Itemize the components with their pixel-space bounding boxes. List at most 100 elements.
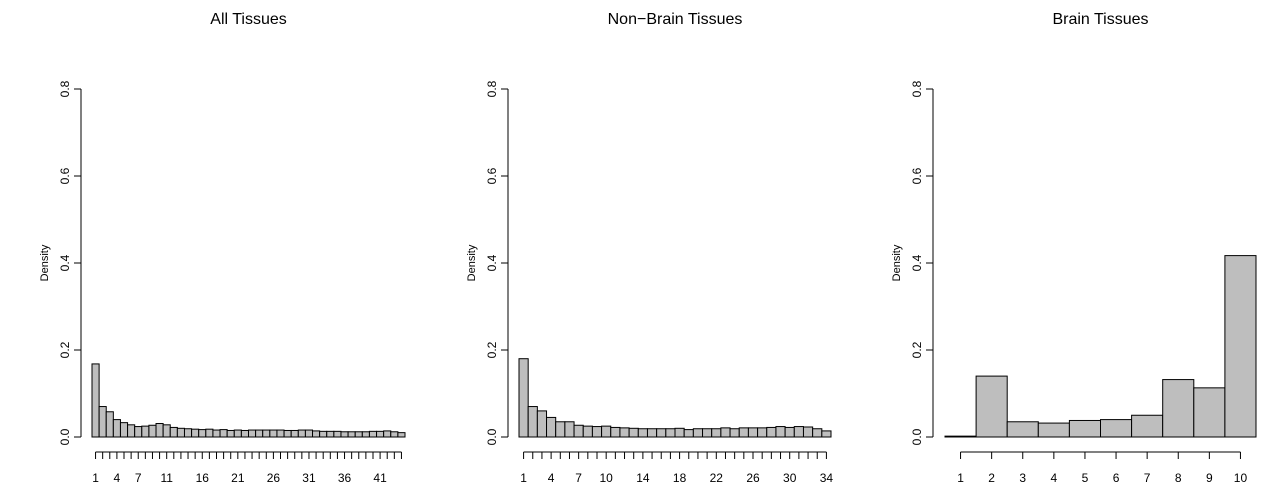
bar (390, 431, 399, 438)
bar (361, 431, 370, 438)
bar (112, 419, 121, 438)
x-tick-label: 16 (196, 471, 210, 485)
bar (628, 427, 639, 438)
bar (1224, 255, 1257, 438)
x-tick-label: 6 (1113, 471, 1120, 485)
bar (155, 423, 164, 438)
bar (536, 410, 548, 438)
chart-title: Brain Tissues (1052, 11, 1148, 28)
bar (312, 430, 321, 438)
bar (105, 411, 114, 438)
y-tick-label: 0.8 (485, 80, 499, 97)
y-tick-label: 0.4 (910, 254, 924, 271)
bar (975, 375, 1008, 438)
bar (527, 406, 538, 438)
bar (169, 426, 178, 438)
bar (255, 429, 264, 438)
x-tick-label: 4 (114, 471, 121, 485)
bar (573, 424, 584, 438)
bar (333, 430, 342, 438)
bar (212, 429, 221, 438)
bar (326, 430, 335, 438)
bar (656, 428, 667, 438)
y-tick-label: 0.4 (485, 254, 499, 271)
bar (747, 427, 759, 438)
bar (240, 429, 250, 438)
x-tick-label: 5 (1082, 471, 1089, 485)
bar (276, 429, 285, 438)
bar (205, 428, 214, 438)
x-tick-label: 7 (1144, 471, 1151, 485)
x-tick-label: 41 (373, 471, 387, 485)
bar (148, 424, 157, 438)
y-tick-label: 0.2 (910, 341, 924, 358)
bar (262, 429, 271, 438)
y-axis-label: Density (466, 244, 478, 281)
bar (290, 429, 299, 438)
x-tick-label: 31 (302, 471, 316, 485)
x-tick-label: 14 (636, 471, 650, 485)
x-tick-label: 7 (135, 471, 142, 485)
y-tick-label: 0.6 (58, 167, 72, 184)
y-tick-label: 0.6 (910, 167, 924, 184)
chart-title: Non−Brain Tissues (608, 11, 743, 28)
y-axis-label: Density (891, 244, 903, 281)
x-tick-label: 7 (575, 471, 582, 485)
y-tick-label: 0.8 (58, 80, 72, 97)
bar (757, 427, 768, 438)
bar (729, 428, 740, 438)
bar (347, 431, 356, 438)
bar (1162, 379, 1195, 438)
bar (340, 431, 349, 438)
bar (619, 427, 630, 438)
bar (784, 426, 795, 438)
x-tick-label: 26 (267, 471, 281, 485)
bar (591, 426, 603, 438)
x-tick-label: 1 (957, 471, 964, 485)
bar (711, 428, 722, 438)
y-tick-label: 0.8 (910, 80, 924, 97)
bar (944, 435, 977, 438)
bar (162, 424, 171, 438)
bar (233, 429, 242, 438)
bar (1068, 419, 1102, 438)
bar (1131, 414, 1164, 438)
bar (692, 428, 704, 438)
bar (383, 430, 392, 438)
bar (134, 426, 143, 438)
bar (702, 428, 713, 438)
chart-title: All Tissues (210, 11, 286, 28)
bar (119, 422, 129, 438)
bar (269, 429, 278, 438)
bar (368, 430, 378, 438)
y-tick-label: 0.2 (58, 341, 72, 358)
x-tick-label: 26 (746, 471, 760, 485)
bar (183, 428, 193, 438)
y-tick-label: 0.0 (58, 428, 72, 445)
bar (793, 426, 804, 438)
x-tick-label: 11 (160, 471, 173, 485)
x-tick-label: 30 (783, 471, 797, 485)
bar (766, 426, 777, 438)
y-axis-label: Density (39, 244, 51, 281)
x-tick-label: 10 (1234, 471, 1248, 485)
x-tick-label: 36 (338, 471, 352, 485)
bar (1037, 422, 1070, 438)
bar (555, 421, 566, 438)
x-tick-label: 21 (231, 471, 245, 485)
bar (397, 432, 406, 438)
bar (582, 425, 593, 438)
bar (354, 431, 363, 438)
x-tick-label: 3 (1019, 471, 1026, 485)
bar (219, 429, 228, 438)
bar (319, 430, 328, 438)
y-tick-label: 0.2 (485, 341, 499, 358)
bar (674, 427, 685, 438)
x-tick-label: 4 (548, 471, 555, 485)
bar (646, 428, 658, 438)
bar (821, 430, 832, 438)
bar (248, 429, 257, 438)
bar (198, 429, 207, 438)
x-tick-label: 4 (1051, 471, 1058, 485)
